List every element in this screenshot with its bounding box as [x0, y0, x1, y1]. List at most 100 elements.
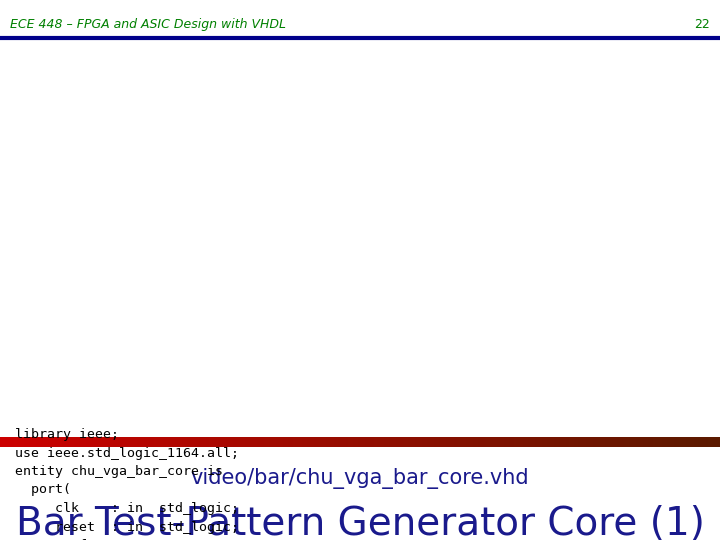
Bar	[139, 437, 142, 447]
Bar	[103, 437, 106, 447]
Bar	[235, 437, 238, 447]
Text: port(: port(	[15, 483, 71, 496]
Bar	[405, 437, 408, 447]
Bar	[161, 437, 163, 447]
Bar	[425, 437, 427, 447]
Bar	[703, 437, 706, 447]
Bar	[194, 437, 197, 447]
Bar	[708, 437, 711, 447]
Bar	[653, 437, 655, 447]
Bar	[398, 437, 401, 447]
Bar	[5, 437, 7, 447]
Bar	[168, 437, 171, 447]
Bar	[240, 437, 243, 447]
Text: Bar Test-Pattern Generator Core (1): Bar Test-Pattern Generator Core (1)	[16, 505, 704, 540]
Bar	[521, 437, 523, 447]
Bar	[567, 437, 569, 447]
Bar	[715, 437, 718, 447]
Bar	[156, 437, 158, 447]
Bar	[607, 437, 610, 447]
Bar	[612, 437, 614, 447]
Bar	[17, 437, 19, 447]
Bar	[77, 437, 79, 447]
Bar	[470, 437, 473, 447]
Bar	[518, 437, 521, 447]
Bar	[631, 437, 634, 447]
Bar	[636, 437, 639, 447]
Bar	[711, 437, 713, 447]
Bar	[718, 437, 720, 447]
Bar	[389, 437, 391, 447]
Bar	[221, 437, 223, 447]
Bar	[626, 437, 629, 447]
Bar	[31, 437, 34, 447]
Bar	[158, 437, 161, 447]
Bar	[72, 437, 74, 447]
Bar	[418, 437, 420, 447]
Bar	[401, 437, 403, 447]
Bar	[523, 437, 526, 447]
Bar	[55, 437, 58, 447]
Bar	[50, 437, 53, 447]
Bar	[588, 437, 590, 447]
Bar	[202, 437, 204, 447]
Bar	[293, 437, 295, 447]
Bar	[377, 437, 379, 447]
Bar	[662, 437, 665, 447]
Bar	[394, 437, 396, 447]
Text: reset  : in  std_logic;: reset : in std_logic;	[15, 521, 239, 534]
Text: ECE 448 – FPGA and ASIC Design with VHDL: ECE 448 – FPGA and ASIC Design with VHDL	[10, 18, 286, 31]
Bar	[216, 437, 218, 447]
Bar	[689, 437, 691, 447]
Bar	[621, 437, 624, 447]
Bar	[189, 437, 192, 447]
Bar	[250, 437, 252, 447]
Bar	[600, 437, 603, 447]
Bar	[84, 437, 86, 447]
Bar	[178, 437, 180, 447]
Bar	[173, 437, 175, 447]
Bar	[171, 437, 173, 447]
Bar	[497, 437, 499, 447]
Bar	[360, 437, 362, 447]
Bar	[230, 437, 233, 447]
Bar	[441, 437, 444, 447]
Bar	[142, 437, 144, 447]
Bar	[701, 437, 703, 447]
Bar	[516, 437, 518, 447]
Bar	[319, 437, 322, 447]
Bar	[199, 437, 202, 447]
Bar	[329, 437, 331, 447]
Bar	[353, 437, 355, 447]
Bar	[504, 437, 506, 447]
Bar	[182, 437, 185, 447]
Bar	[552, 437, 554, 447]
Bar	[672, 437, 675, 447]
Bar	[247, 437, 250, 447]
Bar	[127, 437, 130, 447]
Bar	[29, 437, 31, 447]
Bar	[660, 437, 662, 447]
Bar	[670, 437, 672, 447]
Bar	[166, 437, 168, 447]
Bar	[9, 437, 12, 447]
Bar	[81, 437, 84, 447]
Bar	[569, 437, 571, 447]
Bar	[324, 437, 326, 447]
Bar	[456, 437, 459, 447]
Bar	[439, 437, 441, 447]
Bar	[468, 437, 470, 447]
Bar	[490, 437, 492, 447]
Bar	[211, 437, 214, 447]
Bar	[614, 437, 617, 447]
Bar	[696, 437, 698, 447]
Bar	[595, 437, 598, 447]
Bar	[204, 437, 207, 447]
Text: entity chu_vga_bar_core is: entity chu_vga_bar_core is	[15, 465, 223, 478]
Bar	[74, 437, 77, 447]
Bar	[7, 437, 9, 447]
Bar	[264, 437, 266, 447]
Bar	[547, 437, 549, 447]
Bar	[209, 437, 211, 447]
Bar	[286, 437, 288, 447]
